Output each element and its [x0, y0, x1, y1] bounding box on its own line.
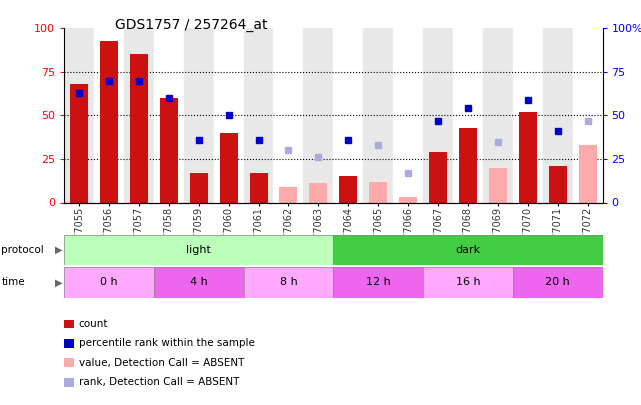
- Bar: [369, 181, 387, 202]
- Text: rank, Detection Call = ABSENT: rank, Detection Call = ABSENT: [79, 377, 239, 387]
- Bar: [249, 173, 267, 202]
- Text: dark: dark: [455, 245, 481, 255]
- Bar: [303, 28, 333, 202]
- Bar: [549, 166, 567, 202]
- Bar: [333, 235, 603, 265]
- Bar: [489, 168, 507, 202]
- Bar: [399, 197, 417, 202]
- Bar: [213, 28, 244, 202]
- Text: protocol: protocol: [1, 245, 44, 255]
- Bar: [543, 28, 572, 202]
- Bar: [64, 28, 94, 202]
- Bar: [244, 28, 274, 202]
- Bar: [160, 98, 178, 202]
- Bar: [184, 28, 213, 202]
- Text: 20 h: 20 h: [545, 277, 570, 288]
- Bar: [310, 183, 328, 202]
- Text: 0 h: 0 h: [100, 277, 118, 288]
- Text: count: count: [79, 319, 108, 329]
- Bar: [100, 40, 118, 202]
- Bar: [70, 84, 88, 202]
- Text: time: time: [1, 277, 25, 288]
- Bar: [94, 28, 124, 202]
- Bar: [220, 133, 238, 202]
- Bar: [459, 128, 477, 202]
- Bar: [429, 152, 447, 202]
- Bar: [333, 267, 423, 298]
- Bar: [423, 267, 513, 298]
- Bar: [453, 28, 483, 202]
- Bar: [64, 267, 154, 298]
- Text: light: light: [187, 245, 211, 255]
- Bar: [130, 54, 148, 202]
- Text: ▶: ▶: [54, 277, 62, 288]
- Text: value, Detection Call = ABSENT: value, Detection Call = ABSENT: [79, 358, 244, 368]
- Bar: [333, 28, 363, 202]
- Text: GDS1757 / 257264_at: GDS1757 / 257264_at: [115, 18, 268, 32]
- Bar: [483, 28, 513, 202]
- Bar: [363, 28, 393, 202]
- Bar: [339, 177, 357, 202]
- Text: 4 h: 4 h: [190, 277, 208, 288]
- Bar: [64, 235, 333, 265]
- Bar: [124, 28, 154, 202]
- Bar: [274, 28, 303, 202]
- Bar: [393, 28, 423, 202]
- Bar: [190, 173, 208, 202]
- Text: 8 h: 8 h: [279, 277, 297, 288]
- Text: 16 h: 16 h: [456, 277, 480, 288]
- Bar: [513, 28, 543, 202]
- Bar: [279, 187, 297, 202]
- Bar: [423, 28, 453, 202]
- Bar: [572, 28, 603, 202]
- Bar: [154, 267, 244, 298]
- Bar: [154, 28, 184, 202]
- Bar: [579, 145, 597, 202]
- Bar: [244, 267, 333, 298]
- Bar: [519, 112, 537, 202]
- Bar: [513, 267, 603, 298]
- Text: percentile rank within the sample: percentile rank within the sample: [79, 339, 254, 348]
- Text: 12 h: 12 h: [366, 277, 390, 288]
- Text: ▶: ▶: [54, 245, 62, 255]
